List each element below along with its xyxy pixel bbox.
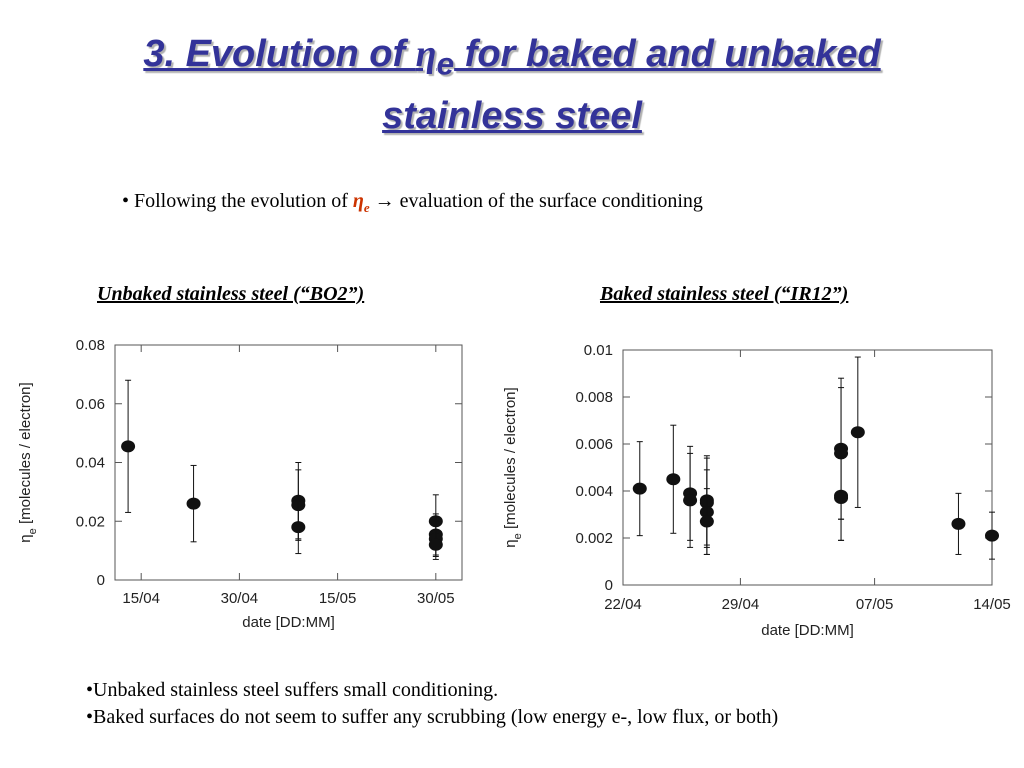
y-tick-label: 0.06 <box>76 396 105 413</box>
data-point <box>291 521 306 534</box>
conclusions: •Unbaked stainless steel suffers small c… <box>86 677 778 731</box>
y-tick-label: 0.04 <box>76 455 105 472</box>
data-point <box>186 497 201 510</box>
y-tick-label: 0.002 <box>575 530 613 547</box>
chart-title: Unbaked stainless steel (“BO2”) <box>97 283 365 305</box>
y-label-subscript: e <box>512 533 524 539</box>
x-axis-label: date [DD:MM] <box>242 614 335 631</box>
plot-frame <box>114 344 463 581</box>
data-point <box>951 517 966 530</box>
data-point <box>428 538 443 551</box>
title-text: stainless steel <box>382 94 642 137</box>
data-point <box>834 492 849 505</box>
data-point <box>699 515 714 528</box>
bullet-text: → evaluation of the surface conditioning <box>369 190 703 212</box>
title-symbol: η <box>415 33 437 75</box>
plot-frame <box>622 349 993 586</box>
conclusion: •Unbaked stainless steel suffers small c… <box>86 679 499 701</box>
data-point <box>850 426 865 439</box>
data-point <box>666 473 681 486</box>
x-tick-label: 07/05 <box>856 596 894 613</box>
title-subscript: e <box>436 45 455 82</box>
bullet-text: • Following the evolution of <box>122 190 353 212</box>
x-tick-label: 14/05 <box>973 596 1011 613</box>
slide-title: 3. Evolution of ηe for baked and unbaked… <box>40 28 984 142</box>
x-tick-label: 15/04 <box>122 590 160 607</box>
y-tick-label: 0.02 <box>76 513 105 530</box>
y-axis-label: ηe [molecules / electron] <box>502 387 524 547</box>
bullet: • Following the evolution of ηe → evalua… <box>122 190 703 216</box>
y-axis-label: ηe [molecules / electron] <box>17 382 39 542</box>
y-tick-label: 0.004 <box>575 483 613 500</box>
y-tick-label: 0.08 <box>76 337 105 354</box>
x-tick-label: 30/04 <box>221 590 259 607</box>
data-point <box>683 494 698 507</box>
title-text: for baked and unbaked <box>454 33 881 75</box>
data-point <box>985 529 999 542</box>
x-tick-label: 22/04 <box>604 596 642 613</box>
y-tick-label: 0.006 <box>575 436 613 453</box>
chart-title: Baked stainless steel (“IR12”) <box>600 283 849 305</box>
y-tick-label: 0 <box>605 577 613 594</box>
x-tick-label: 30/05 <box>417 590 455 607</box>
x-axis-label: date [DD:MM] <box>761 622 854 639</box>
y-tick-label: 0.008 <box>575 389 613 406</box>
data-point <box>121 440 136 453</box>
y-label-text: [molecules / electron] <box>17 382 34 528</box>
x-tick-label: 15/05 <box>319 590 357 607</box>
title-text: 3. Evolution of <box>143 33 416 75</box>
y-label-symbol: η <box>502 539 519 547</box>
bullet-symbol: η <box>352 190 364 212</box>
y-label-text: [molecules / electron] <box>502 387 519 533</box>
y-label-subscript: e <box>27 528 39 534</box>
data-point <box>632 482 647 495</box>
y-label-symbol: η <box>17 534 34 542</box>
x-tick-label: 29/04 <box>722 596 760 613</box>
conclusion: •Baked surfaces do not seem to suffer an… <box>86 706 779 728</box>
y-tick-label: 0.01 <box>584 342 613 359</box>
bullet-subscript: e <box>363 200 370 215</box>
y-tick-label: 0 <box>97 572 105 589</box>
